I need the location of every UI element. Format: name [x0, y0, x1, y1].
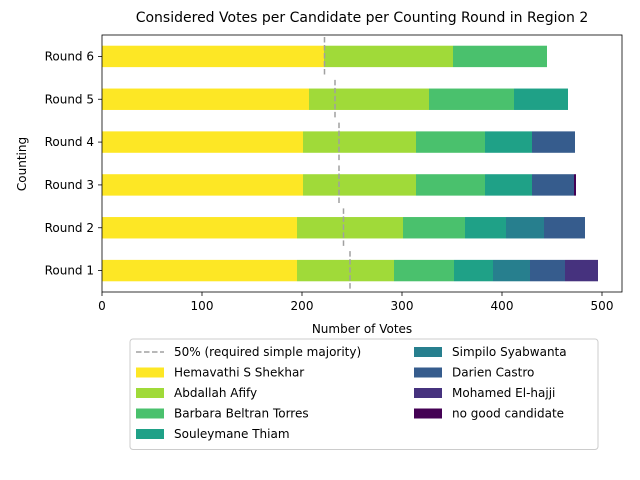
bar-segment	[429, 88, 514, 110]
legend-box	[129, 338, 599, 450]
legend-swatch	[414, 347, 442, 357]
bar-segment	[514, 88, 568, 110]
y-tick-label: Round 3	[45, 178, 94, 192]
bar-segment	[303, 174, 416, 196]
bar-segment	[416, 131, 485, 153]
x-tick-label: 400	[491, 299, 514, 313]
bars-layer	[102, 45, 598, 282]
legend-swatch	[136, 408, 164, 419]
legend-swatch	[136, 388, 164, 398]
legend-label: Barbara Beltran Torres	[174, 407, 309, 421]
bar-segment	[574, 174, 576, 196]
x-axis-label: Number of Votes	[312, 322, 412, 336]
bar-segment	[297, 217, 403, 239]
legend-swatch	[414, 408, 442, 419]
y-axis-label: Counting	[15, 137, 29, 191]
bar-segment	[532, 174, 574, 196]
bar-segment	[565, 259, 598, 282]
bar-segment	[394, 259, 454, 282]
legend: 50% (required simple majority) Hemavathi …	[129, 338, 599, 450]
y-tick-label: Round 4	[45, 135, 94, 149]
bar-segment	[102, 45, 324, 68]
y-tick-label: Round 5	[45, 92, 94, 106]
chart-title: Considered Votes per Candidate per Count…	[136, 10, 589, 26]
bar-segment	[309, 88, 429, 110]
x-tick-label: 200	[291, 299, 314, 313]
y-tick-label: Round 2	[45, 221, 94, 235]
bar-segment	[102, 259, 297, 282]
bar-segment	[454, 259, 493, 282]
legend-swatch	[136, 367, 164, 378]
legend-swatch	[414, 388, 442, 398]
bar-segment	[493, 259, 530, 282]
x-tick-label: 100	[191, 299, 214, 313]
bar-segment	[403, 217, 465, 239]
axes-layer: 0 100 200 300 400 500 Round 1 Round 2 Round 3 Rou…	[45, 34, 623, 313]
bar-segment	[102, 174, 303, 196]
legend-label: Simpilo Syabwanta	[452, 345, 567, 359]
bar-segment	[544, 217, 585, 239]
y-tick-label: Round 1	[45, 264, 94, 278]
legend-label: Abdallah Afify	[174, 386, 257, 400]
x-tick-label: 0	[98, 299, 106, 313]
legend-label: Mohamed El-hajji	[452, 386, 555, 400]
bar-segment	[453, 45, 547, 68]
bar-segment	[416, 174, 485, 196]
legend-swatch	[136, 429, 164, 439]
bar-segment	[530, 259, 565, 282]
bar-segment	[102, 88, 309, 110]
plot-frame	[101, 34, 623, 293]
bar-segment	[485, 174, 532, 196]
bar-segment	[506, 217, 544, 239]
legend-label: 50% (required simple majority)	[174, 345, 361, 359]
legend-swatch	[414, 367, 442, 378]
legend-label: Souleymane Thiam	[174, 427, 290, 441]
bar-segment	[485, 131, 532, 153]
bar-segment	[102, 217, 297, 239]
bar-segment	[465, 217, 506, 239]
x-tick-label: 300	[391, 299, 414, 313]
y-tick-label: Round 6	[45, 49, 94, 63]
bar-segment	[324, 45, 453, 68]
legend-label: Hemavathi S Shekhar	[174, 366, 304, 380]
legend-label: Darien Castro	[452, 366, 534, 380]
x-tick-label: 500	[591, 299, 614, 313]
bar-segment	[102, 131, 303, 153]
bar-segment	[303, 131, 416, 153]
majority-line-layer	[323, 37, 351, 290]
bar-segment	[297, 259, 394, 282]
legend-label: no good candidate	[452, 407, 564, 421]
bar-segment	[532, 131, 575, 153]
